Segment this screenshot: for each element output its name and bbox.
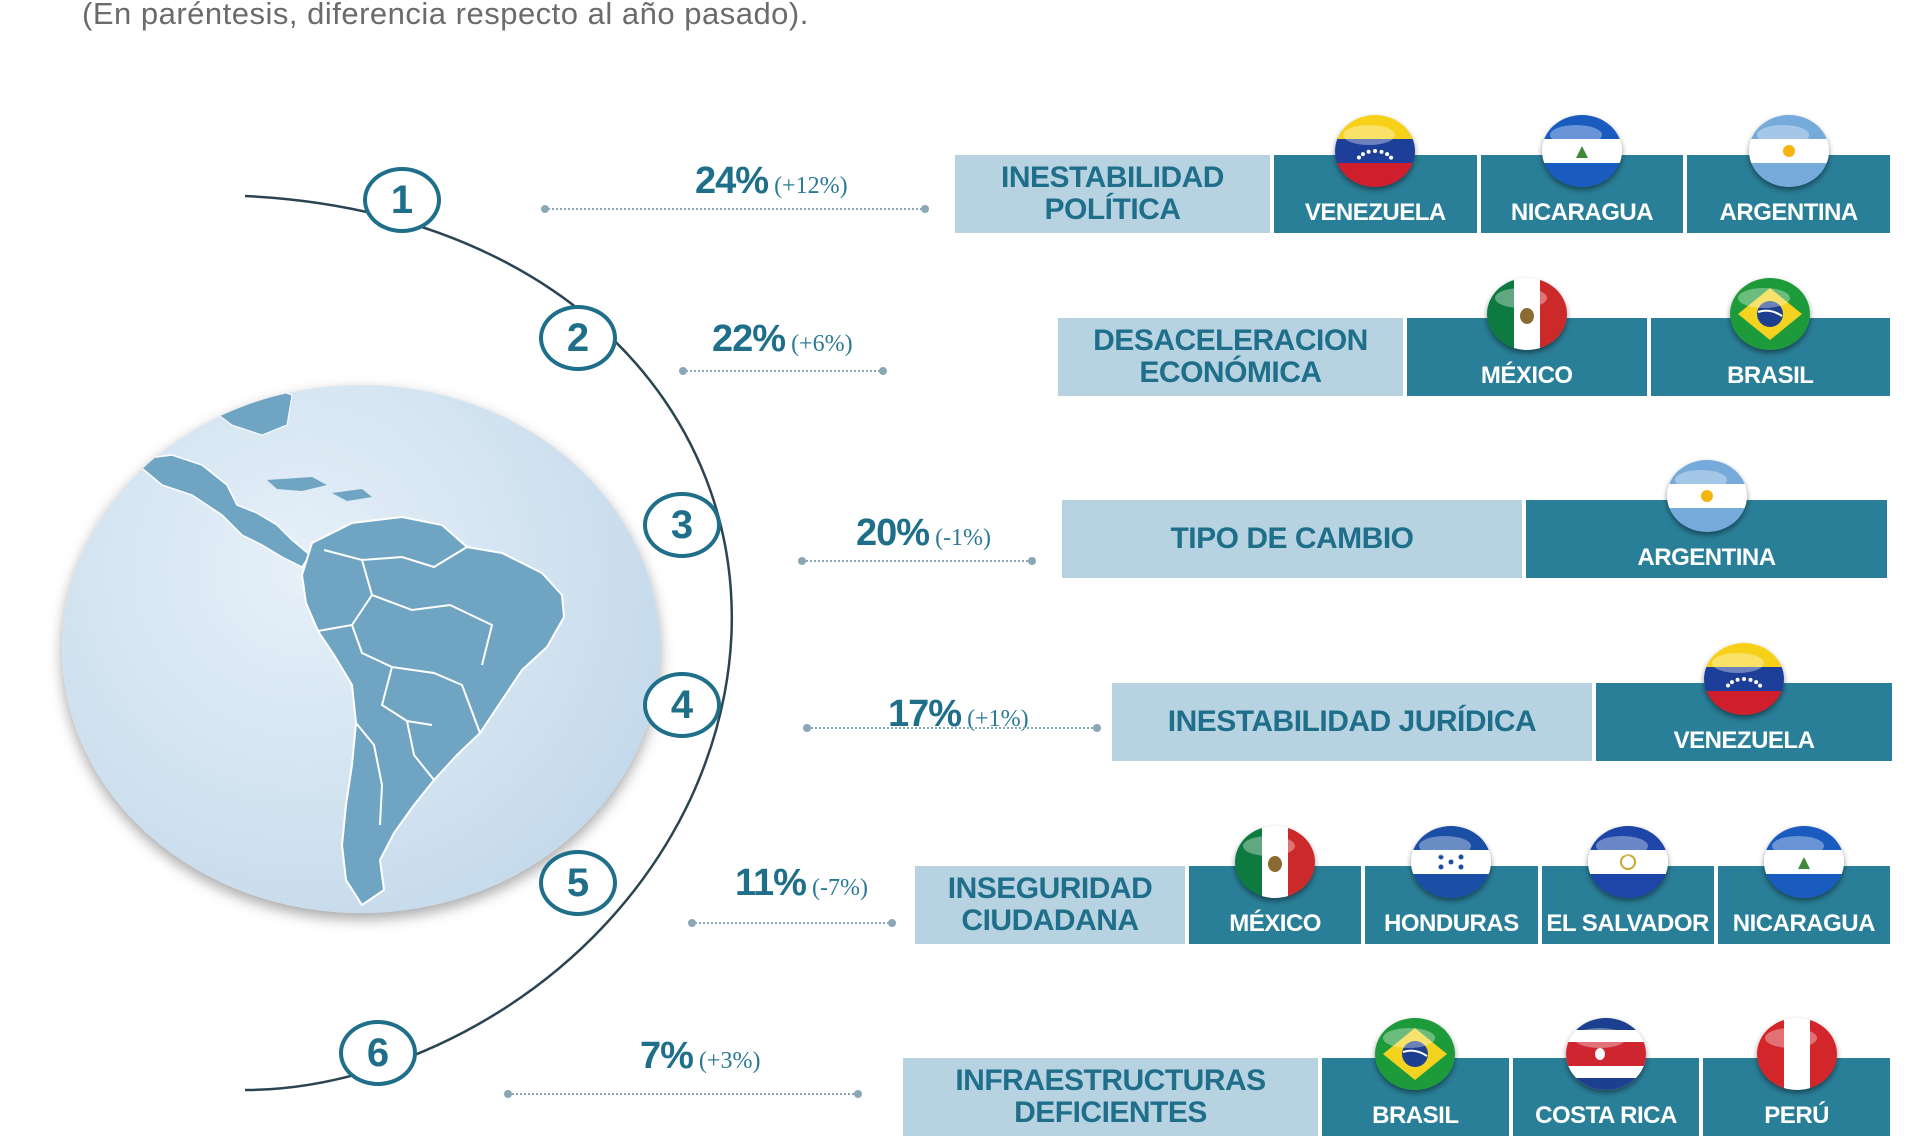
country-name: PERÚ xyxy=(1764,1102,1829,1129)
percentage-label: 11% (-7%) xyxy=(735,862,868,905)
risk-bar: INESTABILIDAD POLÍTICA VENEZUELA NICARAGUA… xyxy=(955,115,1890,233)
country-cell: BRASIL xyxy=(1318,1018,1509,1136)
country-name: HONDURAS xyxy=(1384,910,1519,937)
percentage-diff: (+6%) xyxy=(791,331,853,357)
rank-circle-5: 5 xyxy=(539,850,617,916)
percentage-diff: (-1%) xyxy=(935,525,992,551)
percentage-value: 24% xyxy=(695,160,769,202)
percentage-value: 20% xyxy=(856,512,930,554)
country-name: MÉXICO xyxy=(1229,910,1321,937)
country-cell: ARGENTINA xyxy=(1683,115,1890,233)
mexico-flag-icon xyxy=(1235,826,1316,898)
country-name: COSTA RICA xyxy=(1535,1102,1677,1129)
country-cell: MÉXICO xyxy=(1403,278,1647,396)
country-cell: HONDURAS xyxy=(1361,826,1538,944)
country-name: VENEZUELA xyxy=(1304,199,1446,226)
subtitle: (En paréntesis, diferencia respecto al a… xyxy=(82,0,809,31)
risk-bar: TIPO DE CAMBIO ARGENTINA xyxy=(1062,460,1887,578)
argentina-flag-icon xyxy=(1748,115,1829,187)
nicaragua-flag-icon xyxy=(1763,826,1844,898)
percentage-diff: (-7%) xyxy=(811,875,868,901)
country-cell: NICARAGUA xyxy=(1713,826,1890,944)
rank-circle-1: 1 xyxy=(363,167,441,233)
dotted-connector xyxy=(541,205,929,213)
country-cell: VENEZUELA xyxy=(1592,643,1892,761)
brasil-flag-icon xyxy=(1375,1018,1456,1090)
dotted-connector xyxy=(798,557,1036,565)
country-name: ARGENTINA xyxy=(1719,199,1859,226)
dotted-connector xyxy=(504,1090,862,1098)
risk-bar: DESACELERACION ECONÓMICA MÉXICO BRASIL xyxy=(1058,278,1890,396)
country-cell: EL SALVADOR xyxy=(1537,826,1714,944)
risk-label: DESACELERACION ECONÓMICA xyxy=(1058,318,1403,396)
percentage-value: 7% xyxy=(640,1035,694,1077)
country-name: ARGENTINA xyxy=(1637,544,1776,571)
rank-circle-3: 3 xyxy=(643,492,721,558)
brasil-flag-icon xyxy=(1730,278,1811,350)
percentage-label: 7% (+3%) xyxy=(640,1035,760,1078)
country-cell: ARGENTINA xyxy=(1522,460,1887,578)
costa-rica-flag-icon xyxy=(1565,1018,1646,1090)
globe-map xyxy=(62,385,660,913)
honduras-flag-icon xyxy=(1411,826,1492,898)
country-name: NICARAGUA xyxy=(1510,199,1654,226)
country-cell: COSTA RICA xyxy=(1508,1018,1700,1136)
el-salvador-flag-icon xyxy=(1587,826,1668,898)
risk-label: INSEGURIDAD CIUDADANA xyxy=(915,866,1185,944)
country-name: EL SALVADOR xyxy=(1546,910,1709,937)
venezuela-flag-icon xyxy=(1335,115,1416,187)
risk-label: TIPO DE CAMBIO xyxy=(1062,500,1522,578)
percentage-label: 22% (+6%) xyxy=(712,318,853,361)
dotted-connector xyxy=(688,919,896,927)
argentina-flag-icon xyxy=(1666,460,1747,532)
mexico-flag-icon xyxy=(1486,278,1567,350)
percentage-value: 22% xyxy=(712,318,786,360)
percentage-diff: (+12%) xyxy=(774,173,848,199)
risk-label: INESTABILIDAD JURÍDICA xyxy=(1112,683,1592,761)
country-name: BRASIL xyxy=(1727,362,1814,389)
peru-flag-icon xyxy=(1756,1018,1837,1090)
risk-bar: INESTABILIDAD JURÍDICA VENEZUELA xyxy=(1112,643,1892,761)
dotted-connector xyxy=(679,367,887,375)
rank-circle-2: 2 xyxy=(539,305,617,371)
country-cell: VENEZUELA xyxy=(1270,115,1477,233)
country-cell: PERÚ xyxy=(1699,1018,1890,1136)
percentage-value: 11% xyxy=(735,862,807,904)
country-name: BRASIL xyxy=(1372,1102,1459,1129)
risk-label: INESTABILIDAD POLÍTICA xyxy=(955,155,1270,233)
country-cell: MÉXICO xyxy=(1185,826,1362,944)
rank-circle-4: 4 xyxy=(643,672,721,738)
percentage-label: 17% (+1%) xyxy=(888,693,1029,736)
risk-bar: INFRAESTRUCTURAS DEFICIENTES BRASIL COSTA … xyxy=(903,1018,1890,1136)
percentage-label: 24% (+12%) xyxy=(695,160,848,203)
country-name: NICARAGUA xyxy=(1732,910,1876,937)
risk-label: INFRAESTRUCTURAS DEFICIENTES xyxy=(903,1058,1318,1136)
country-name: VENEZUELA xyxy=(1673,727,1815,754)
country-cell: BRASIL xyxy=(1646,278,1890,396)
rank-circle-6: 6 xyxy=(339,1020,417,1086)
venezuela-flag-icon xyxy=(1704,643,1784,715)
country-name: MÉXICO xyxy=(1480,362,1573,389)
percentage-diff: (+3%) xyxy=(698,1048,761,1074)
dotted-connector xyxy=(803,724,1101,732)
country-cell: NICARAGUA xyxy=(1476,115,1684,233)
nicaragua-flag-icon xyxy=(1541,115,1622,187)
risk-bar: INSEGURIDAD CIUDADANA MÉXICO HONDURAS EL SA… xyxy=(915,826,1890,944)
percentage-label: 20% (-1%) xyxy=(856,512,991,555)
